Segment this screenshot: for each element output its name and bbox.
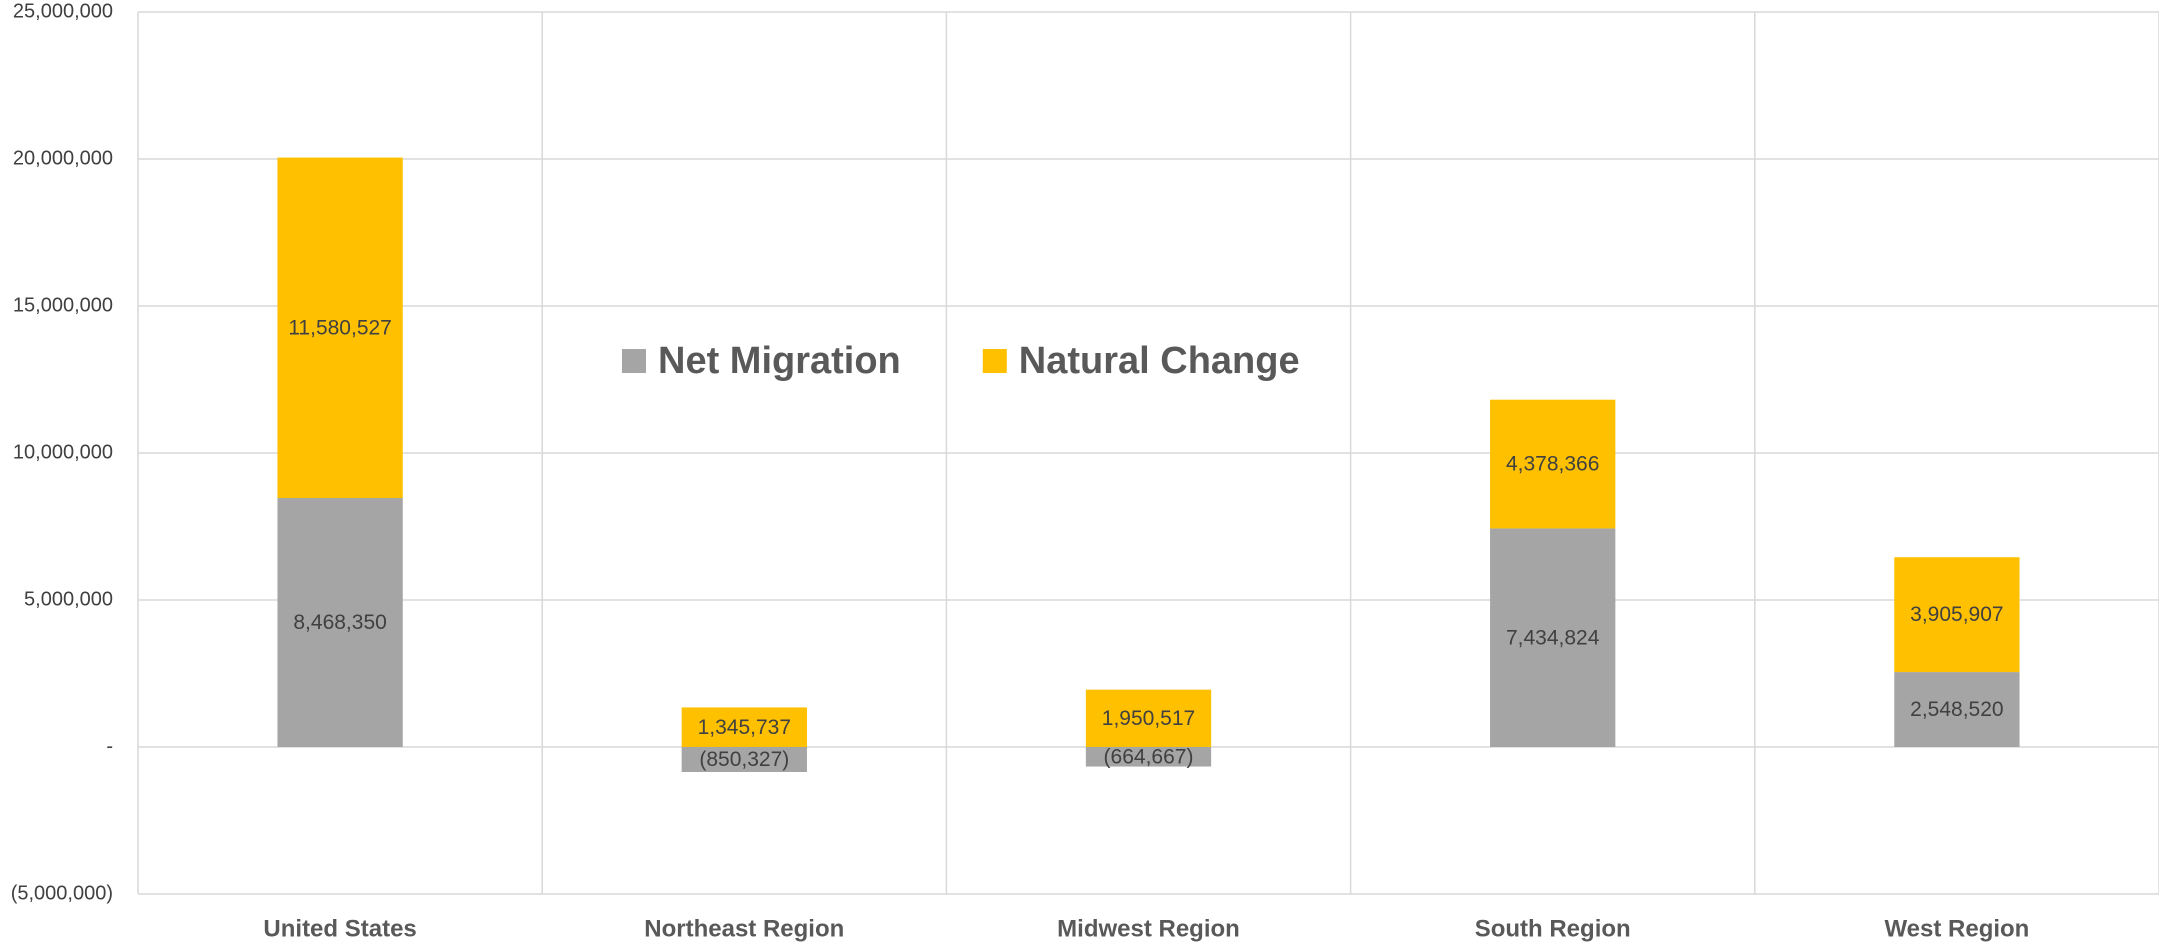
- data-label: 7,434,824: [1506, 626, 1600, 649]
- legend-swatch: [982, 349, 1007, 373]
- bar-segment: [1085, 689, 1212, 747]
- y-tick-label: 25,000,000: [13, 0, 113, 22]
- y-tick-label: (5,000,000): [11, 882, 113, 904]
- bar-segment: [681, 747, 807, 772]
- data-label: 1,345,737: [698, 716, 791, 739]
- bar-segment: [681, 707, 807, 747]
- y-tick-label: 5,000,000: [24, 588, 113, 610]
- data-label: 1,950,517: [1102, 707, 1195, 730]
- data-label: 4,378,366: [1506, 453, 1599, 476]
- y-tick-label: -: [106, 735, 113, 757]
- bar-segment: [277, 498, 403, 747]
- legend-label: Natural Change: [1019, 340, 1300, 382]
- bar-segment: [277, 157, 403, 499]
- bar-segment: [1894, 557, 2020, 673]
- x-tick-label: West Region: [1884, 915, 2029, 942]
- y-tick-label: 10,000,000: [13, 441, 113, 463]
- data-label: 8,468,350: [293, 611, 386, 634]
- y-tick-label: 20,000,000: [13, 147, 113, 169]
- x-tick-label: United States: [263, 915, 416, 942]
- y-tick-label: 15,000,000: [13, 294, 113, 316]
- bar-segment: [1894, 672, 2020, 747]
- bar-segment: [1490, 399, 1616, 529]
- x-tick-label: Northeast Region: [644, 915, 844, 942]
- data-label: (850,327): [699, 748, 789, 771]
- bar-segment: [1085, 747, 1212, 767]
- data-label: (664,667): [1104, 745, 1194, 768]
- data-label: 3,905,907: [1910, 603, 2003, 626]
- data-label: 11,580,527: [288, 316, 392, 339]
- x-tick-label: Midwest Region: [1057, 915, 1240, 942]
- x-tick-label: South Region: [1475, 915, 1631, 942]
- bar-segment: [1490, 528, 1616, 747]
- legend-swatch: [622, 349, 646, 373]
- legend-label: Net Migration: [658, 340, 901, 382]
- data-label: 2,548,520: [1910, 698, 2003, 721]
